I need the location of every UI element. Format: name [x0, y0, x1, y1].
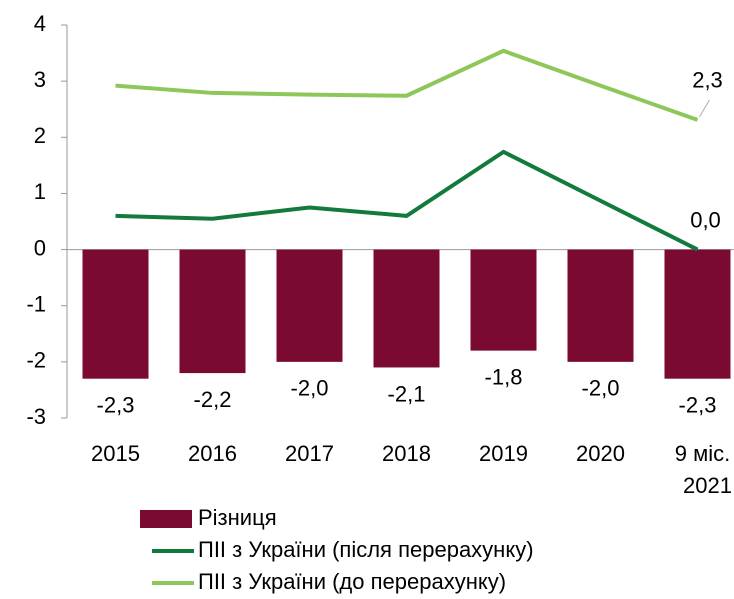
data-label: -1,8	[485, 364, 523, 389]
y-tick-label: 2	[34, 123, 46, 148]
x-tick-label: 2016	[188, 441, 237, 466]
bar	[567, 249, 634, 362]
bar	[179, 249, 246, 374]
data-label: -2,0	[582, 376, 620, 401]
y-tick-label: -3	[26, 404, 46, 429]
line	[115, 48, 699, 122]
x-tick-label: 2018	[382, 441, 431, 466]
x-tick-label: 9 міс. 2021	[675, 441, 732, 498]
legend-item: ПІІ з України (після перерахунку)	[152, 537, 534, 562]
legend-item: ПІІ з України (до перерахунку)	[152, 569, 506, 594]
bar	[82, 249, 149, 379]
y-tick-label: -2	[26, 348, 46, 373]
data-label: -2,0	[291, 376, 329, 401]
data-label: -2,3	[679, 393, 717, 418]
y-tick-label: 1	[34, 179, 46, 204]
x-tick-label: 2020	[576, 441, 625, 466]
y-tick-label: 0	[34, 235, 46, 260]
leader-line	[699, 99, 710, 118]
bar	[664, 249, 731, 379]
legend-item: Різниця	[140, 505, 277, 530]
legend-label: ПІІ з України (після перерахунку)	[198, 537, 534, 562]
legend-label: Різниця	[198, 505, 277, 530]
y-tick-label: 3	[34, 67, 46, 92]
x-tick-label: 2019	[479, 441, 528, 466]
x-tick-label: 2017	[285, 441, 334, 466]
legend-label: ПІІ з України (до перерахунку)	[198, 569, 506, 594]
legend-swatch	[140, 510, 192, 528]
data-label: -2,3	[97, 393, 135, 418]
bar	[276, 249, 343, 362]
y-tick-label: 4	[34, 11, 46, 36]
data-label: -2,2	[194, 387, 232, 412]
x-tick-label: 2015	[91, 441, 140, 466]
data-label: 2,3	[692, 68, 723, 93]
data-label: 0,0	[690, 207, 721, 232]
bar	[470, 249, 537, 351]
line	[115, 149, 699, 252]
y-tick-label: -1	[26, 292, 46, 317]
data-label: -2,1	[388, 381, 426, 406]
bar	[373, 249, 440, 368]
